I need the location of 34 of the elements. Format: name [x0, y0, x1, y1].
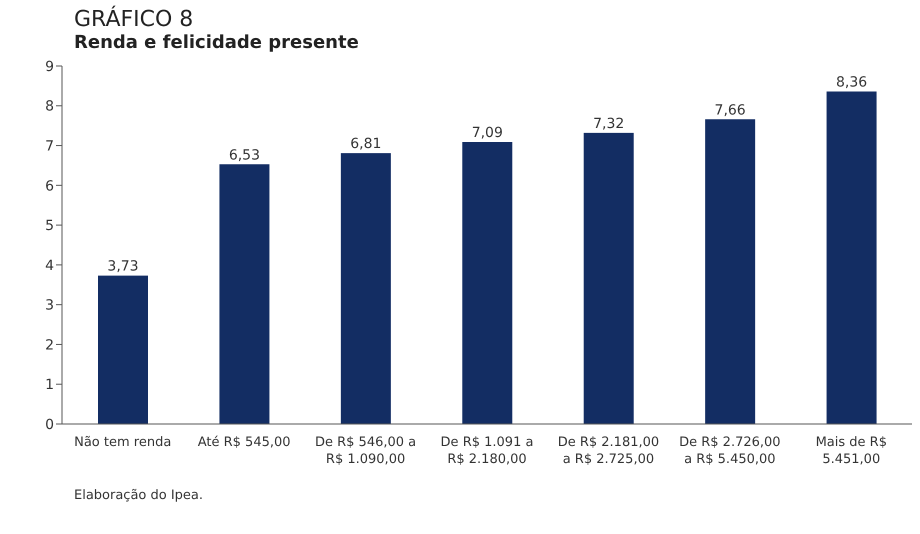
x-tick-label: De R$ 2.181,00 a R$ 2.725,00: [558, 435, 660, 467]
bar: [705, 119, 756, 424]
text: Elaboração do Ipea.: [74, 488, 204, 503]
chart-subtitle: Renda e felicidade presente: [74, 32, 360, 54]
chart-title: GRÁFICO 8: [74, 7, 194, 32]
y-tick-label: 4: [45, 258, 54, 274]
bar: [219, 164, 270, 424]
bar: [584, 132, 634, 424]
x-tick-label: Mais de R$ 5.451,00: [816, 435, 887, 467]
y-tick-label: 7: [45, 138, 54, 155]
y-tick-label: 3: [45, 298, 54, 314]
data-label: 7,09: [472, 124, 503, 141]
x-tick-label: De R$ 546,00 a R$ 1.090,00: [314, 435, 416, 467]
data-label: 7,32: [593, 116, 624, 132]
data-label: 7,66: [714, 102, 746, 118]
x-tick-label: De R$ 2.726,00 a R$ 5.450,00: [679, 435, 781, 467]
y-tick-label: 8: [45, 98, 54, 115]
bar: [462, 142, 512, 424]
x-tick-label: De R$ 1.091 a R$ 2.180,00: [440, 435, 534, 467]
x-tick-label: Até R$ 545,00: [198, 435, 291, 450]
bar: [340, 153, 391, 424]
y-tick-label: 9: [45, 58, 54, 75]
data-label: 8,36: [836, 74, 868, 90]
bar: [826, 91, 877, 424]
bar: [98, 276, 148, 424]
y-tick-label: 2: [45, 337, 54, 354]
data-label: 6,81: [350, 136, 382, 152]
y-tick-label: 6: [45, 178, 54, 194]
data-label: 6,53: [228, 147, 260, 164]
y-tick-label: 1: [45, 377, 54, 394]
x-tick-label: Não tem renda: [74, 435, 172, 450]
data-label: 3,73: [107, 258, 139, 275]
y-tick-label: 0: [45, 416, 54, 433]
y-tick-label: 5: [45, 218, 54, 234]
